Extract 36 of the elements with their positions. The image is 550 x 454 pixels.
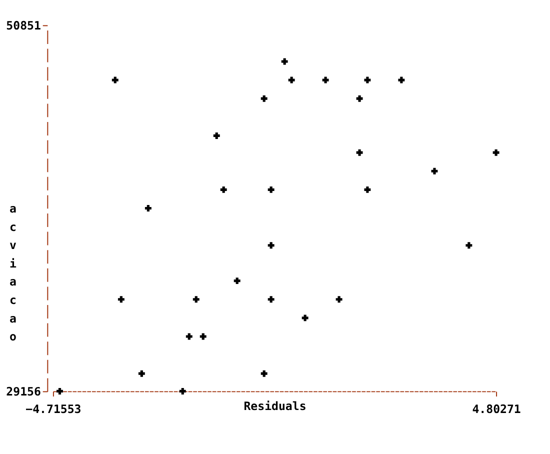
point xyxy=(118,296,124,303)
point xyxy=(179,388,186,394)
point xyxy=(260,370,268,377)
point xyxy=(268,186,274,193)
point xyxy=(268,296,274,303)
point xyxy=(192,296,200,303)
point xyxy=(138,370,145,377)
point xyxy=(112,76,118,84)
x-tick-label: −4.71553 xyxy=(26,402,82,416)
point xyxy=(431,168,438,174)
y-axis-title: acviacao xyxy=(10,202,17,344)
x-axis-title: Residuals xyxy=(244,398,306,413)
point xyxy=(234,278,240,284)
point xyxy=(260,95,268,102)
point xyxy=(492,149,500,156)
point xyxy=(220,186,227,193)
point xyxy=(336,296,342,303)
point xyxy=(322,76,329,84)
point xyxy=(356,149,363,156)
point xyxy=(268,242,274,249)
point xyxy=(186,333,192,340)
y-tick-label: 29156 xyxy=(6,384,41,399)
x-tick-label: 4.80271 xyxy=(472,402,521,416)
point xyxy=(364,76,371,84)
point xyxy=(144,205,152,212)
point xyxy=(356,95,363,102)
point xyxy=(56,388,63,394)
point xyxy=(466,242,472,249)
point xyxy=(200,333,206,340)
y-tick-label: 50851 xyxy=(6,18,41,33)
point xyxy=(364,186,371,193)
point xyxy=(213,132,220,139)
point xyxy=(281,58,288,65)
point xyxy=(398,76,405,84)
point xyxy=(302,314,308,322)
point xyxy=(288,76,295,84)
